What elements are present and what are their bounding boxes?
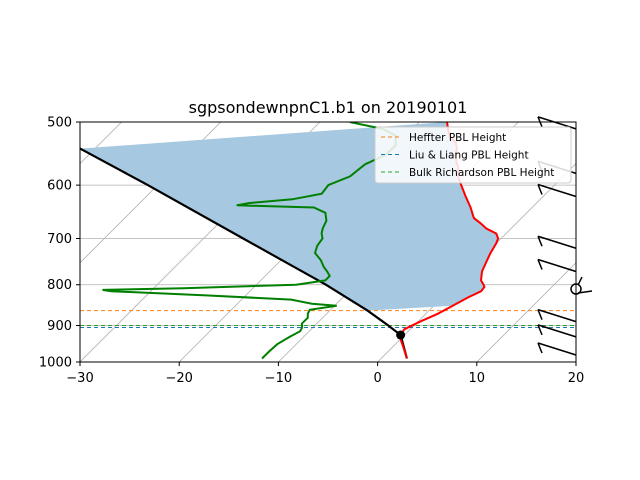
- y-tick-label-900: 900: [47, 319, 72, 334]
- x-tick-label-2: −10: [265, 371, 292, 386]
- x-tick-label-0: −30: [66, 371, 93, 386]
- wind-barb-flag-4: [537, 259, 543, 270]
- axes: 500 600 700 800 900 1000−30 −20 −10 0 10 20: [39, 116, 584, 387]
- legend-box: [374, 126, 572, 184]
- wind-barb-1: [537, 324, 577, 338]
- y-tick-label-700: 700: [47, 232, 72, 247]
- wind-barb-3-b: [577, 290, 593, 294]
- wind-barb-flag-2: [537, 309, 543, 320]
- wind-barb-4: [537, 258, 577, 273]
- y-tick-label-800: 800: [47, 278, 72, 293]
- isotherm-gridline: [575, 361, 576, 362]
- dewpoint-profile-line: [102, 122, 397, 360]
- chart-title: sgpsondewnpnC1.b1 on 20190101: [189, 98, 468, 117]
- legend-label-2: Bulk Richardson PBL Height: [409, 167, 554, 179]
- legend: Heffter PBL Height Liu & Liang PBL Height…: [374, 126, 572, 184]
- legend-label-1: Liu & Liang PBL Height: [409, 150, 529, 162]
- isotherm-gridline: [0, 122, 22, 362]
- plot-frame: [79, 121, 577, 363]
- wind-barb-6: [537, 183, 577, 198]
- y-tick-label-500: 500: [47, 116, 72, 131]
- x-tick-label-5: 20: [568, 371, 585, 386]
- wind-barb-flag-1: [537, 324, 543, 336]
- x-tick-label-1: −20: [165, 371, 192, 386]
- x-tick-label-3: 0: [373, 371, 381, 386]
- wind-barb-flag-6: [537, 184, 543, 195]
- y-tick-label-1000: 1000: [39, 356, 72, 371]
- wind-barb-flag-0: [537, 342, 543, 354]
- isotherm-gridline: [80, 122, 122, 165]
- lcl-marker: [396, 330, 406, 340]
- x-tick-label-4: 10: [469, 371, 486, 386]
- wind-barb-2: [537, 308, 577, 323]
- legend-label-0: Heffter PBL Height: [409, 132, 506, 144]
- wind-barb-0: [537, 342, 577, 356]
- wind-barb-flag-5: [537, 235, 543, 247]
- isotherm-gridline: [476, 262, 576, 362]
- y-tick-label-600: 600: [47, 179, 72, 194]
- wind-barb-3: [577, 276, 583, 286]
- wind-barb-5: [537, 235, 577, 249]
